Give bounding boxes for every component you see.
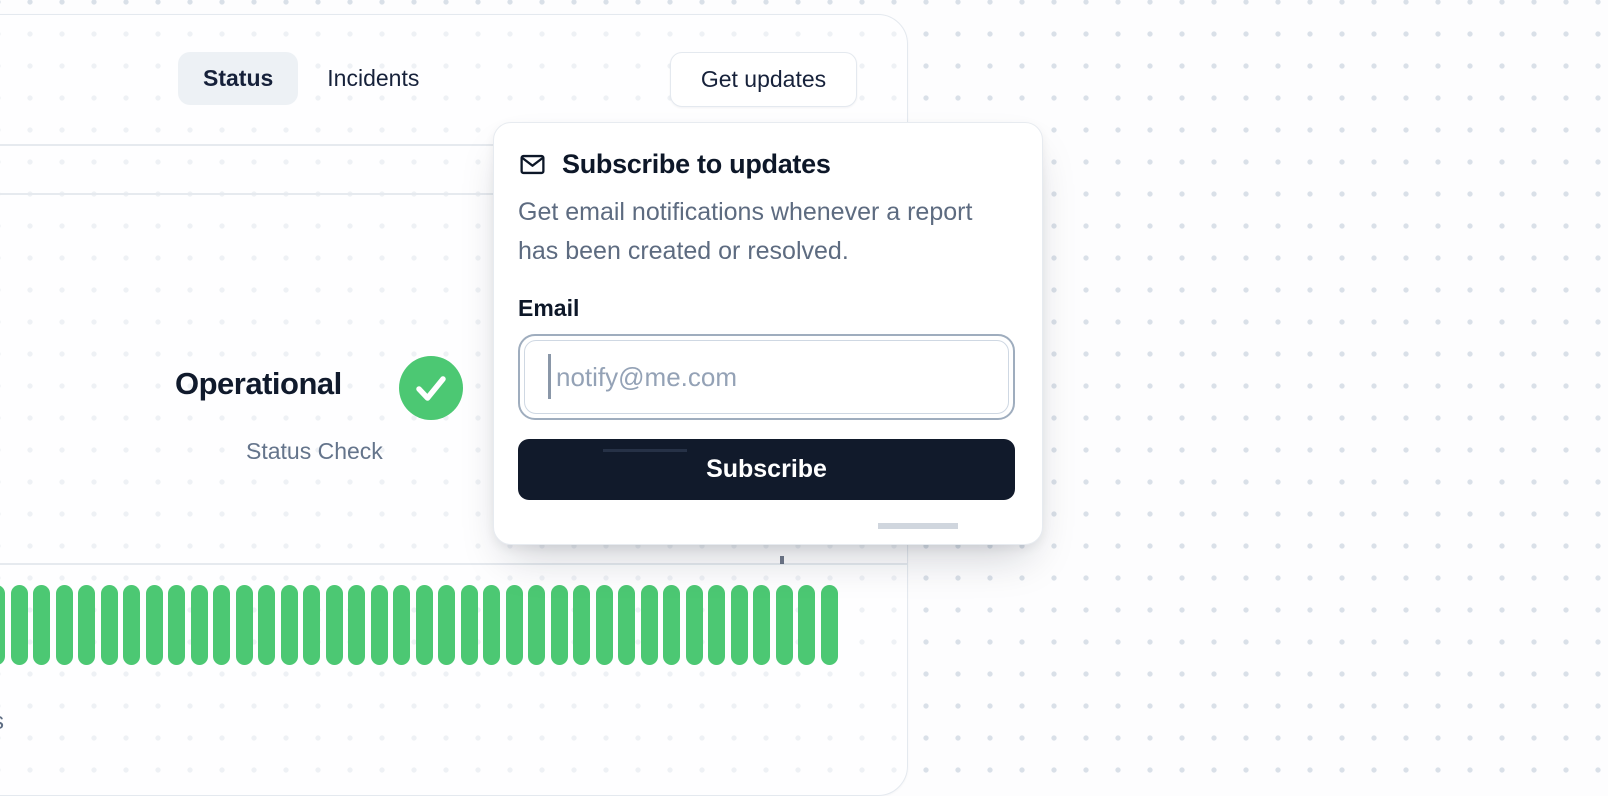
uptime-bar[interactable] — [33, 585, 50, 665]
uptime-bar[interactable] — [370, 585, 388, 665]
text-cursor — [548, 354, 551, 399]
uptime-bar[interactable] — [235, 585, 253, 665]
subscribe-popover: Subscribe to updates Get email notificat… — [493, 122, 1043, 545]
uptime-bar[interactable] — [168, 585, 185, 665]
uptime-bar[interactable] — [348, 585, 365, 665]
uptime-bar[interactable] — [708, 585, 725, 665]
uptime-bar[interactable] — [483, 585, 500, 665]
email-input[interactable] — [524, 340, 1009, 414]
email-input-focus-ring — [518, 334, 1015, 420]
get-updates-button[interactable]: Get updates — [670, 52, 857, 107]
subscribe-button[interactable]: Subscribe — [518, 439, 1015, 500]
uptime-bar[interactable] — [415, 585, 433, 665]
uptime-bar[interactable] — [663, 585, 680, 665]
cropped-text-fragment: s — [0, 708, 4, 736]
hidden-element-fragment — [878, 523, 958, 529]
status-check-label: Status Check — [246, 438, 383, 464]
tab-status[interactable]: Status — [178, 52, 299, 105]
uptime-bar[interactable] — [528, 585, 545, 665]
uptime-bar[interactable] — [78, 585, 95, 665]
email-field-label: Email — [518, 295, 580, 321]
status-label: Operational — [175, 366, 342, 401]
hidden-element-fragment — [603, 449, 687, 452]
uptime-bar[interactable] — [753, 585, 770, 665]
tab-incidents[interactable]: Incidents — [327, 65, 420, 91]
uptime-bar[interactable] — [55, 585, 73, 665]
uptime-bar[interactable] — [325, 585, 343, 665]
uptime-bar[interactable] — [798, 585, 815, 665]
uptime-bar[interactable] — [618, 585, 635, 665]
uptime-bar[interactable] — [123, 585, 140, 665]
uptime-bar[interactable] — [730, 585, 748, 665]
uptime-bar[interactable] — [460, 585, 478, 665]
uptime-bar[interactable] — [100, 585, 118, 665]
uptime-bar[interactable] — [190, 585, 208, 665]
uptime-bar[interactable] — [685, 585, 703, 665]
uptime-bar[interactable] — [280, 585, 298, 665]
header-divider — [0, 144, 907, 146]
popover-header: Subscribe to updates — [518, 149, 1015, 180]
uptime-bar[interactable] — [775, 585, 793, 665]
uptime-bar[interactable] — [820, 585, 838, 665]
check-circle-icon — [399, 356, 463, 420]
nav-tabs: Status Incidents — [178, 52, 425, 105]
uptime-bar[interactable] — [258, 585, 275, 665]
popover-description: Get email notifications whenever a repor… — [518, 198, 973, 265]
uptime-bar[interactable] — [0, 585, 5, 665]
hidden-element-fragment — [780, 556, 784, 564]
uptime-bar[interactable] — [10, 585, 28, 665]
uptime-section-divider — [0, 563, 907, 565]
uptime-bar[interactable] — [438, 585, 455, 665]
uptime-bar[interactable] — [595, 585, 613, 665]
subheader-divider — [0, 193, 907, 195]
uptime-bar[interactable] — [393, 585, 410, 665]
envelope-icon — [518, 150, 547, 179]
uptime-bar[interactable] — [640, 585, 658, 665]
uptime-bar[interactable] — [573, 585, 590, 665]
uptime-bar[interactable] — [303, 585, 320, 665]
uptime-bar[interactable] — [505, 585, 523, 665]
uptime-bar[interactable] — [145, 585, 163, 665]
uptime-bar[interactable] — [213, 585, 230, 665]
uptime-bar[interactable] — [550, 585, 568, 665]
uptime-bar-chart — [0, 585, 854, 665]
check-circle-bg — [399, 356, 463, 420]
popover-title: Subscribe to updates — [562, 149, 831, 179]
